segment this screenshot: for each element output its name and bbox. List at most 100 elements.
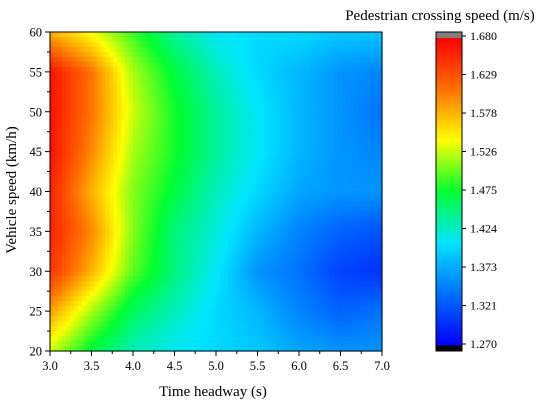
heatmap-cell — [295, 246, 300, 252]
heatmap-cell — [176, 86, 182, 93]
heatmap-cell — [291, 91, 296, 98]
heatmap-cell — [156, 131, 162, 138]
heatmap-cell — [140, 136, 146, 143]
heatmap-cell — [216, 246, 221, 252]
heatmap-cell — [160, 231, 166, 237]
heatmap-cell — [251, 211, 257, 218]
heatmap-cell — [85, 41, 91, 48]
heatmap-cell — [184, 86, 189, 93]
heatmap-cell — [358, 196, 363, 203]
heatmap-cell — [350, 86, 355, 93]
heatmap-cell — [283, 286, 288, 292]
heatmap-cell — [69, 261, 75, 267]
heatmap-cell — [370, 206, 375, 213]
heatmap-cell — [259, 46, 265, 53]
heatmap-cell — [358, 41, 363, 48]
heatmap-cell — [251, 166, 257, 173]
heatmap-cell — [231, 321, 237, 327]
heatmap-cell — [366, 231, 371, 237]
heatmap-cell — [251, 301, 257, 307]
heatmap-cell — [263, 246, 268, 252]
heatmap-cell — [93, 181, 99, 188]
heatmap-cell — [164, 146, 170, 153]
heatmap-cell — [251, 281, 257, 287]
heatmap-cell — [239, 251, 245, 257]
heatmap-cell — [354, 106, 359, 113]
heatmap-cell — [164, 61, 170, 68]
heatmap-cell — [318, 321, 324, 327]
heatmap-cell — [196, 36, 201, 43]
heatmap-cell — [314, 201, 320, 208]
heatmap-cell — [346, 61, 351, 68]
heatmap-cell — [109, 141, 114, 148]
heatmap-cell — [251, 96, 257, 103]
heatmap-cell — [255, 131, 261, 138]
heatmap-cell — [374, 206, 379, 213]
heatmap-cell — [188, 126, 193, 133]
heatmap-cell — [168, 196, 174, 203]
heatmap-cell — [374, 166, 379, 173]
heatmap-cell — [283, 306, 288, 312]
heatmap-cell — [318, 71, 324, 78]
heatmap-cell — [318, 76, 324, 83]
heatmap-cell — [239, 131, 245, 138]
heatmap-cell — [302, 261, 308, 267]
heatmap-cell — [251, 251, 257, 257]
heatmap-cell — [279, 41, 284, 48]
heatmap-cell — [374, 106, 379, 113]
heatmap-cell — [216, 306, 221, 312]
heatmap-cell — [219, 136, 225, 143]
heatmap-cell — [287, 46, 292, 53]
heatmap-cell — [239, 171, 245, 178]
heatmap-cell — [97, 226, 102, 232]
heatmap-cell — [85, 46, 91, 53]
heatmap-cell — [176, 201, 182, 208]
heatmap-cell — [188, 136, 193, 143]
heatmap-cell — [338, 136, 344, 143]
heatmap-cell — [366, 166, 371, 173]
heatmap-cell — [81, 151, 87, 158]
heatmap-cell — [50, 56, 55, 63]
heatmap-cell — [121, 91, 126, 98]
heatmap-cell — [354, 266, 359, 272]
heatmap-cell — [227, 36, 233, 43]
heatmap-cell — [144, 276, 150, 282]
heatmap-cell — [105, 271, 110, 277]
heatmap-cell — [318, 111, 324, 118]
heatmap-cell — [362, 281, 367, 287]
heatmap-cell — [295, 86, 300, 93]
heatmap-cell — [354, 136, 359, 143]
heatmap-cell — [283, 181, 288, 188]
heatmap-cell — [196, 101, 201, 108]
heatmap-cell — [180, 116, 185, 123]
heatmap-cell — [200, 141, 205, 148]
heatmap-cell — [338, 321, 344, 327]
heatmap-cell — [346, 266, 351, 272]
heatmap-cell — [306, 151, 312, 158]
heatmap-cell — [89, 176, 95, 183]
heatmap-cell — [370, 266, 375, 272]
heatmap-cell — [302, 171, 308, 178]
heatmap-cell — [93, 81, 99, 88]
heatmap-cell — [152, 51, 158, 58]
heatmap-cell — [306, 176, 312, 183]
heatmap-cell — [342, 236, 348, 242]
heatmap-cell — [129, 286, 134, 292]
heatmap-cell — [334, 246, 340, 252]
heatmap-cell — [299, 51, 304, 58]
heatmap-cell — [354, 111, 359, 118]
heatmap-cell — [101, 126, 106, 133]
heatmap-cell — [77, 316, 83, 322]
heatmap-cell — [247, 111, 253, 118]
heatmap-cell — [271, 121, 276, 128]
heatmap-cell — [338, 286, 344, 292]
heatmap-cell — [354, 156, 359, 163]
heatmap-cell — [310, 261, 316, 267]
heatmap-cell — [267, 111, 272, 118]
heatmap-cell — [136, 32, 142, 38]
heatmap-cell — [334, 146, 340, 153]
heatmap-cell — [227, 146, 233, 153]
heatmap-cell — [184, 251, 189, 257]
heatmap-cell — [310, 96, 316, 103]
heatmap-cell — [184, 96, 189, 103]
